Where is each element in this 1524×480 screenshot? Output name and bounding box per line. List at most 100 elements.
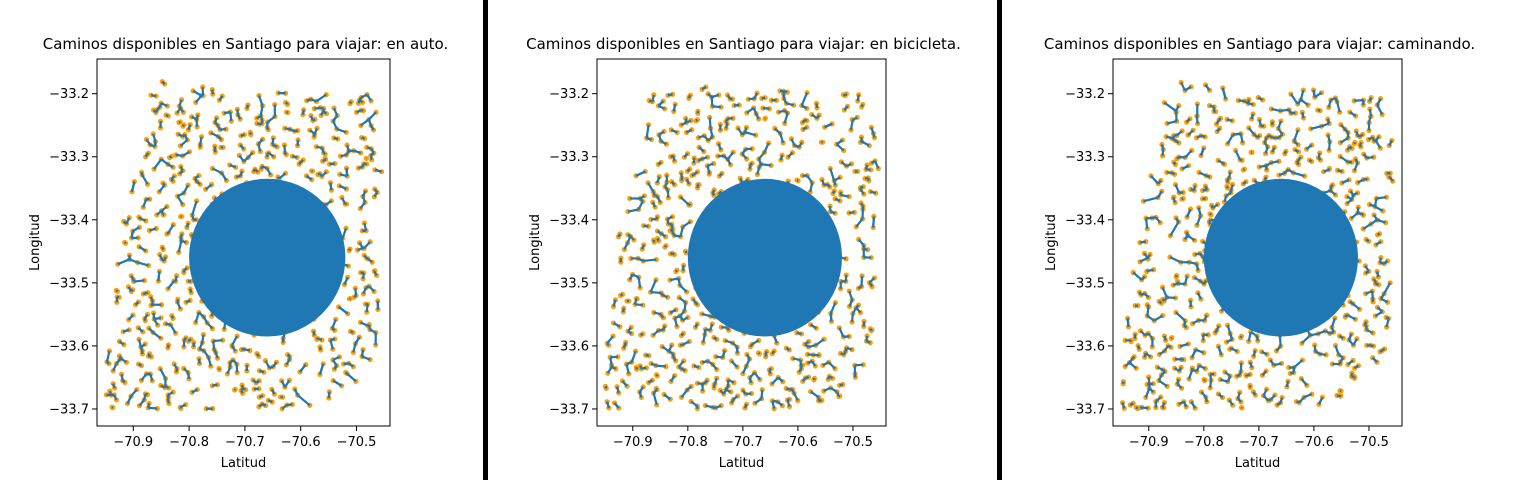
road-segment [158, 184, 166, 193]
road-segment [211, 89, 214, 95]
road-segment [861, 140, 870, 147]
road-segment [247, 320, 256, 336]
road-segment [746, 107, 755, 114]
road-segment [1319, 352, 1327, 356]
road-segment [840, 161, 848, 167]
road-segment [647, 379, 653, 384]
road-segment [226, 366, 232, 375]
road-segment [800, 92, 809, 106]
road-segment [1244, 202, 1249, 210]
road-segment [770, 275, 773, 278]
road-segment [791, 301, 796, 306]
road-segment [792, 357, 801, 362]
road-segment [152, 133, 157, 142]
road-segment [721, 350, 726, 358]
road-segment [757, 158, 763, 165]
road-segment [132, 226, 140, 233]
road-segment [709, 323, 714, 331]
road-segment [848, 290, 854, 301]
road-segment [1191, 368, 1198, 373]
road-segment [361, 190, 367, 197]
road-segment [632, 273, 640, 279]
road-segment [1195, 215, 1202, 226]
road-segment [779, 281, 783, 285]
road-segment [278, 172, 287, 180]
road-segment [175, 153, 183, 157]
road-segment [693, 364, 700, 369]
road-segment [621, 380, 628, 387]
road-segment [713, 240, 721, 252]
road-segment [783, 109, 789, 114]
road-segment [181, 239, 187, 244]
road-segment [765, 307, 770, 315]
road-segment [310, 98, 317, 103]
road-segment [332, 120, 338, 130]
road-segment [637, 277, 642, 288]
road-segment [756, 315, 761, 322]
road-segment [758, 163, 762, 168]
road-segment [726, 158, 732, 166]
road-segment [655, 216, 659, 220]
road-segment [867, 177, 870, 181]
road-segment [873, 160, 880, 169]
road-segment [327, 391, 331, 399]
road-segment [723, 318, 729, 322]
road-segment [655, 387, 658, 391]
road-segment [252, 282, 256, 286]
road-segment [343, 362, 349, 366]
road-segment [1259, 227, 1263, 231]
road-segment [1296, 159, 1300, 164]
road-segment [373, 191, 379, 198]
road-segment [122, 379, 126, 384]
road-segment [1163, 345, 1170, 352]
road-segment [760, 389, 764, 399]
road-segment [281, 404, 288, 410]
road-segment [1259, 164, 1267, 168]
road-segment [1367, 116, 1372, 123]
road-segment [1362, 223, 1372, 230]
road-segment [695, 231, 703, 235]
road-segment [298, 261, 307, 268]
chart-panel-caminando: Caminos disponibles en Santiago para via… [1044, 35, 1475, 471]
road-segment [360, 118, 370, 127]
road-segment [257, 249, 262, 253]
road-segment [1224, 371, 1231, 377]
road-segment [707, 360, 714, 366]
road-segment [685, 178, 690, 185]
road-segment [1329, 331, 1334, 335]
road-segment [783, 112, 789, 124]
road-segment [106, 361, 110, 365]
y-tick-label: −33.3 [549, 150, 589, 165]
road-segment [233, 388, 237, 391]
road-segment [1370, 344, 1374, 348]
road-segment [771, 376, 780, 385]
road-segment [654, 194, 659, 198]
road-segment [187, 372, 191, 379]
road-segment [191, 388, 198, 394]
road-segment [722, 262, 730, 266]
road-node-point [1355, 204, 1361, 210]
road-segment [112, 383, 116, 389]
road-node-point [820, 139, 826, 145]
road-segment [769, 207, 773, 216]
road-segment [1163, 296, 1168, 302]
road-segment [741, 153, 748, 160]
road-segment [1169, 256, 1182, 264]
road-segment [266, 127, 270, 131]
road-segment [794, 215, 798, 222]
road-segment [361, 272, 365, 279]
road-segment [1300, 377, 1308, 387]
road-segment [204, 183, 213, 191]
road-segment [718, 172, 723, 177]
road-segment [288, 303, 294, 308]
road-segment [178, 120, 181, 124]
road-segment [733, 237, 741, 242]
road-segment [231, 346, 237, 352]
road-segment [1128, 357, 1134, 364]
road-segment [191, 214, 195, 221]
road-segment [333, 365, 338, 370]
road-segment [220, 223, 224, 227]
road-segment [1317, 329, 1326, 335]
road-segment [645, 124, 650, 139]
road-segment [757, 151, 766, 160]
